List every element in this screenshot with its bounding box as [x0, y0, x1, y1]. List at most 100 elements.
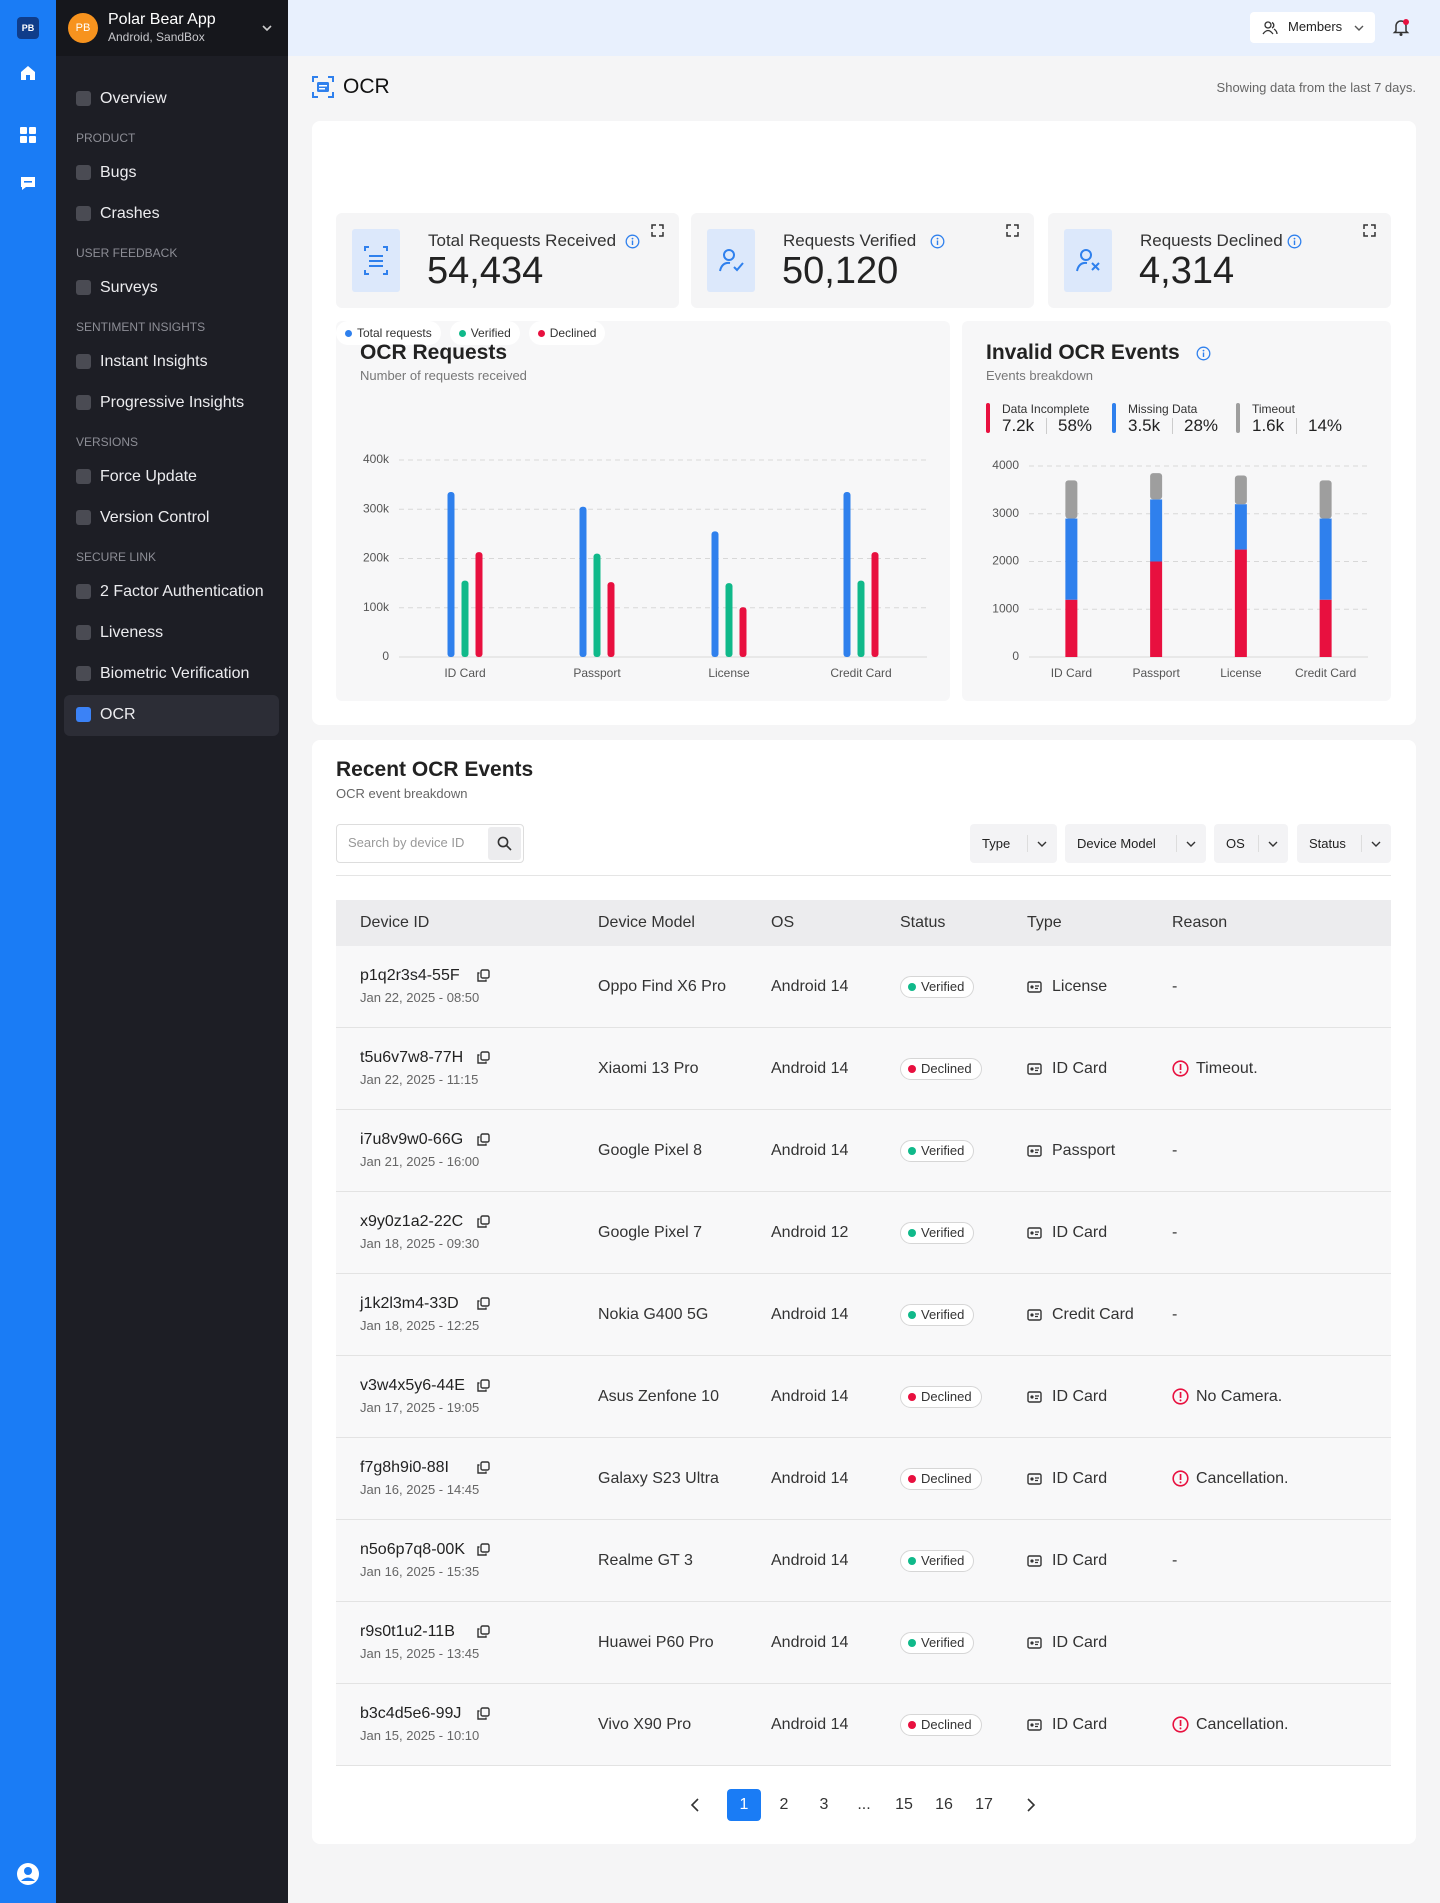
menu-icon	[76, 510, 91, 525]
type-icon-part	[1030, 1559, 1034, 1563]
menu-item[interactable]: Bugs	[100, 164, 137, 182]
copy-icon[interactable]	[477, 1625, 490, 1638]
os: Android 14	[771, 1060, 849, 1078]
y-tick-label: 400k	[363, 452, 390, 466]
alert-icon-part	[1172, 1716, 1189, 1733]
bar	[739, 607, 747, 657]
page-button[interactable]: 15	[895, 1796, 913, 1813]
notification-bell[interactable]	[1392, 18, 1410, 36]
stat-label: Requests Verified	[783, 230, 917, 250]
device-id: b3c4d5e6-99J	[360, 1705, 462, 1723]
page-button[interactable]: ...	[857, 1796, 871, 1813]
legend-divider	[1172, 418, 1173, 434]
menu-item[interactable]: Progressive Insights	[100, 394, 245, 412]
copy-icon[interactable]	[477, 1051, 490, 1064]
prev-page[interactable]	[689, 1798, 701, 1812]
y-tick-label: 3000	[992, 506, 1019, 520]
expand-icon[interactable]	[651, 224, 664, 237]
os: Android 14	[771, 1388, 849, 1406]
expand-icon[interactable]	[1363, 224, 1376, 237]
legend: Total requests Verified Declined	[336, 321, 950, 345]
page-icon	[312, 76, 334, 98]
bar-segment	[1065, 518, 1078, 600]
status-dot	[908, 983, 916, 991]
copy-icon[interactable]	[477, 969, 490, 982]
info-icon-part	[930, 234, 945, 249]
menu-item[interactable]: Crashes	[100, 205, 160, 223]
legend-dot	[345, 329, 352, 337]
alert-icon	[1172, 1060, 1189, 1077]
chat-icon[interactable]	[19, 174, 37, 192]
filter-caret-part	[1371, 841, 1381, 847]
menu-item[interactable]: 2 Factor Authentication	[100, 583, 264, 601]
copy-icon[interactable]	[477, 1133, 490, 1146]
menu-item[interactable]: Surveys	[100, 279, 158, 297]
legend-total: 3.5k	[1128, 415, 1161, 435]
os: Android 14	[771, 1470, 849, 1488]
next-page[interactable]	[1025, 1798, 1037, 1812]
type-icon-part	[1035, 1149, 1039, 1154]
type-icon-part	[1035, 1067, 1039, 1072]
table-row	[336, 1110, 1391, 1192]
status-dot	[908, 1721, 916, 1729]
menu-item[interactable]: Instant Insights	[100, 353, 208, 371]
page-button[interactable]: 17	[975, 1796, 993, 1813]
bar	[593, 553, 601, 657]
copy-icon-part	[480, 1625, 490, 1635]
copy-icon[interactable]	[477, 1461, 490, 1474]
table-row	[336, 1028, 1391, 1110]
grid-icon[interactable]	[19, 126, 37, 144]
device-model: Asus Zenfone 10	[598, 1388, 719, 1406]
device-model: Vivo X90 Pro	[598, 1716, 692, 1734]
page-button[interactable]: 2	[779, 1796, 789, 1813]
info-icon-part	[936, 237, 939, 240]
bar-segment	[1319, 599, 1332, 657]
copy-icon[interactable]	[477, 1215, 490, 1228]
device-model: Xiaomi 13 Pro	[598, 1060, 699, 1078]
icon-rail	[0, 0, 56, 1903]
stat-value: 4,314	[1139, 250, 1235, 293]
home-icon[interactable]	[19, 64, 37, 82]
search-icon[interactable]	[497, 836, 512, 851]
menu-item[interactable]: Biometric Verification	[100, 665, 250, 683]
copy-icon[interactable]	[477, 1543, 490, 1556]
top-bar	[288, 0, 1440, 56]
event-date: Jan 21, 2025 - 16:00	[360, 1154, 480, 1170]
menu-item[interactable]: Liveness	[100, 624, 164, 642]
sidebar	[56, 0, 288, 1903]
filter-dropdown[interactable]: Status	[1297, 824, 1391, 863]
grid-icon-part	[29, 127, 36, 134]
page-button[interactable]: 1	[727, 1789, 761, 1821]
legend-share: 58%	[1058, 415, 1093, 435]
status-badge: Verified	[900, 1140, 975, 1162]
page-button[interactable]: 16	[935, 1796, 953, 1813]
reason: -	[1172, 1224, 1178, 1242]
stat-label: Total Requests Received	[428, 230, 617, 250]
grid-icon-part	[29, 136, 36, 143]
expand-icon[interactable]	[1006, 224, 1019, 237]
menu-item[interactable]: Version Control	[100, 509, 210, 527]
filter-dropdown[interactable]: Type	[970, 824, 1057, 863]
x-tick-label: Passport	[1132, 666, 1180, 680]
page-icon-part	[319, 85, 327, 87]
copy-icon[interactable]	[477, 1297, 490, 1310]
type-icon-part	[1027, 1391, 1042, 1403]
event-date: Jan 16, 2025 - 14:45	[360, 1482, 480, 1498]
menu-item[interactable]: Force Update	[100, 468, 197, 486]
device-id: f7g8h9i0-88I	[360, 1459, 449, 1477]
alert-icon-part	[1179, 1474, 1182, 1480]
filter-dropdown[interactable]: Device Model	[1065, 824, 1206, 863]
menu-item[interactable]: OCR	[100, 706, 136, 724]
copy-icon[interactable]	[477, 1707, 490, 1720]
app-switch[interactable]	[261, 22, 273, 34]
menu-icon	[76, 469, 91, 484]
page-button[interactable]: 3	[819, 1796, 829, 1813]
legend-item: Total requests	[336, 321, 441, 345]
table-row	[336, 946, 1391, 1028]
profile-icon[interactable]	[16, 1862, 40, 1886]
document-type: ID Card	[1052, 1634, 1108, 1652]
members-button[interactable]: Members	[1250, 12, 1375, 43]
filter-dropdown[interactable]: OS	[1214, 824, 1288, 863]
menu-item[interactable]: Overview	[100, 90, 167, 108]
copy-icon[interactable]	[477, 1379, 490, 1392]
